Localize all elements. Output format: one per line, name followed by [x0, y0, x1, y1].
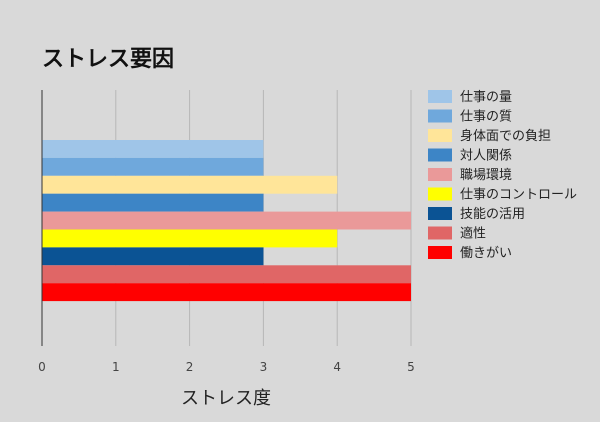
x-tick-label: 5: [407, 360, 415, 374]
x-tick-label: 4: [333, 360, 341, 374]
bar: [42, 283, 411, 302]
bar: [42, 265, 411, 284]
legend-label: 適性: [460, 226, 486, 242]
legend-label: 職場環境: [460, 168, 512, 183]
bar: [42, 175, 338, 194]
x-tick-labels: 0 1 2 3 4 5: [38, 360, 415, 374]
legend-item: 職場環境: [428, 168, 512, 183]
bar: [42, 211, 411, 230]
legend-item: 対人関係: [428, 148, 512, 164]
legend-item: 身体面での負担: [428, 128, 551, 144]
legend-swatch: [428, 207, 452, 220]
bar: [42, 140, 264, 158]
legend-item: 仕事の質: [428, 109, 512, 125]
legend-label: 身体面での負担: [460, 128, 551, 144]
bars: [42, 140, 411, 302]
legend-item: 働きがい: [428, 246, 512, 261]
legend-item: 技能の活用: [428, 207, 525, 222]
bar: [42, 157, 264, 176]
legend-item: 仕事の量: [428, 90, 512, 105]
bar: [42, 229, 338, 248]
legend-label: 対人関係: [460, 149, 512, 164]
legend-label: 技能の活用: [460, 207, 525, 222]
legend-swatch: [428, 109, 452, 123]
x-tick-label: 0: [38, 360, 46, 374]
bar: [42, 193, 264, 212]
legend: 仕事の量仕事の質身体面での負担対人関係職場環境仕事のコントロール技能の活用適性働…: [428, 90, 577, 261]
legend-swatch: [428, 187, 452, 201]
legend-item: 適性: [428, 226, 486, 242]
legend-label: 仕事の質: [460, 110, 512, 125]
legend-swatch: [428, 129, 452, 142]
x-tick-label: 3: [260, 360, 268, 374]
x-axis-label: ストレス度: [181, 388, 271, 409]
legend-label: 仕事の量: [460, 90, 512, 105]
legend-label: 働きがい: [460, 246, 512, 261]
legend-swatch: [428, 168, 452, 181]
legend-swatch: [428, 90, 452, 103]
legend-swatch: [428, 148, 452, 162]
x-tick-label: 1: [112, 360, 120, 374]
chart-title: ストレス要因: [42, 47, 174, 72]
legend-swatch: [428, 246, 452, 259]
x-tick-label: 2: [186, 360, 194, 374]
bar: [42, 247, 264, 266]
legend-label: 仕事のコントロール: [460, 188, 577, 203]
legend-item: 仕事のコントロール: [428, 187, 577, 203]
legend-swatch: [428, 226, 452, 240]
